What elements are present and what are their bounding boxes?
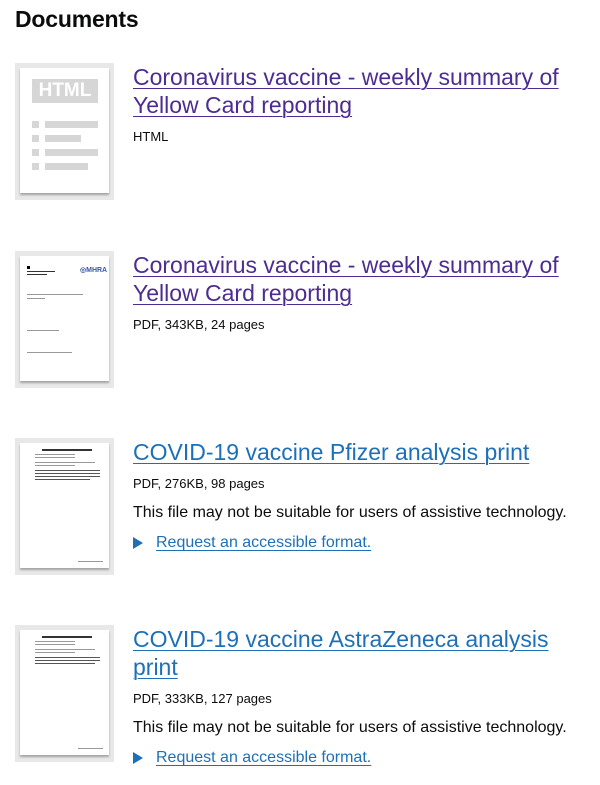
document-meta: PDF, 343KB, 24 pages — [133, 317, 265, 332]
pdf-thumbnail[interactable] — [15, 438, 114, 575]
html-thumbnail-label: HTML — [32, 79, 98, 103]
request-accessible-format[interactable]: Request an accessible format. — [133, 749, 593, 767]
accessibility-warning: This file may not be suitable for users … — [133, 504, 567, 521]
document-title-link[interactable]: Coronavirus vaccine - weekly summary of Y… — [133, 64, 559, 118]
mhra-logo: ◎MHRA — [80, 267, 108, 274]
triangle-right-icon — [133, 537, 143, 549]
document-meta: PDF, 333KB, 127 pages — [133, 691, 272, 706]
request-accessible-format-link[interactable]: Request an accessible format. — [156, 534, 372, 551]
pdf-cover — [20, 443, 109, 568]
html-icon: HTML — [20, 68, 109, 193]
document-title-link[interactable]: COVID-19 vaccine AstraZeneca analysis pri… — [133, 626, 549, 680]
request-accessible-format-link[interactable]: Request an accessible format. — [156, 749, 372, 766]
pdf-thumbnail[interactable]: ◎MHRA — [15, 251, 114, 388]
document-meta: PDF, 276KB, 98 pages — [133, 476, 265, 491]
document-meta: HTML — [133, 129, 169, 144]
documents-heading: Documents — [15, 6, 139, 32]
triangle-right-icon — [133, 752, 143, 764]
pdf-thumbnail[interactable] — [15, 625, 114, 762]
html-document-thumbnail[interactable]: HTML — [15, 63, 114, 200]
pdf-cover: ◎MHRA — [20, 256, 109, 381]
document-title-link[interactable]: COVID-19 vaccine Pfizer analysis print — [133, 439, 530, 465]
request-accessible-format[interactable]: Request an accessible format. — [133, 534, 593, 552]
pdf-cover — [20, 630, 109, 755]
accessibility-warning: This file may not be suitable for users … — [133, 719, 567, 736]
document-title-link[interactable]: Coronavirus vaccine - weekly summary of Y… — [133, 252, 559, 306]
